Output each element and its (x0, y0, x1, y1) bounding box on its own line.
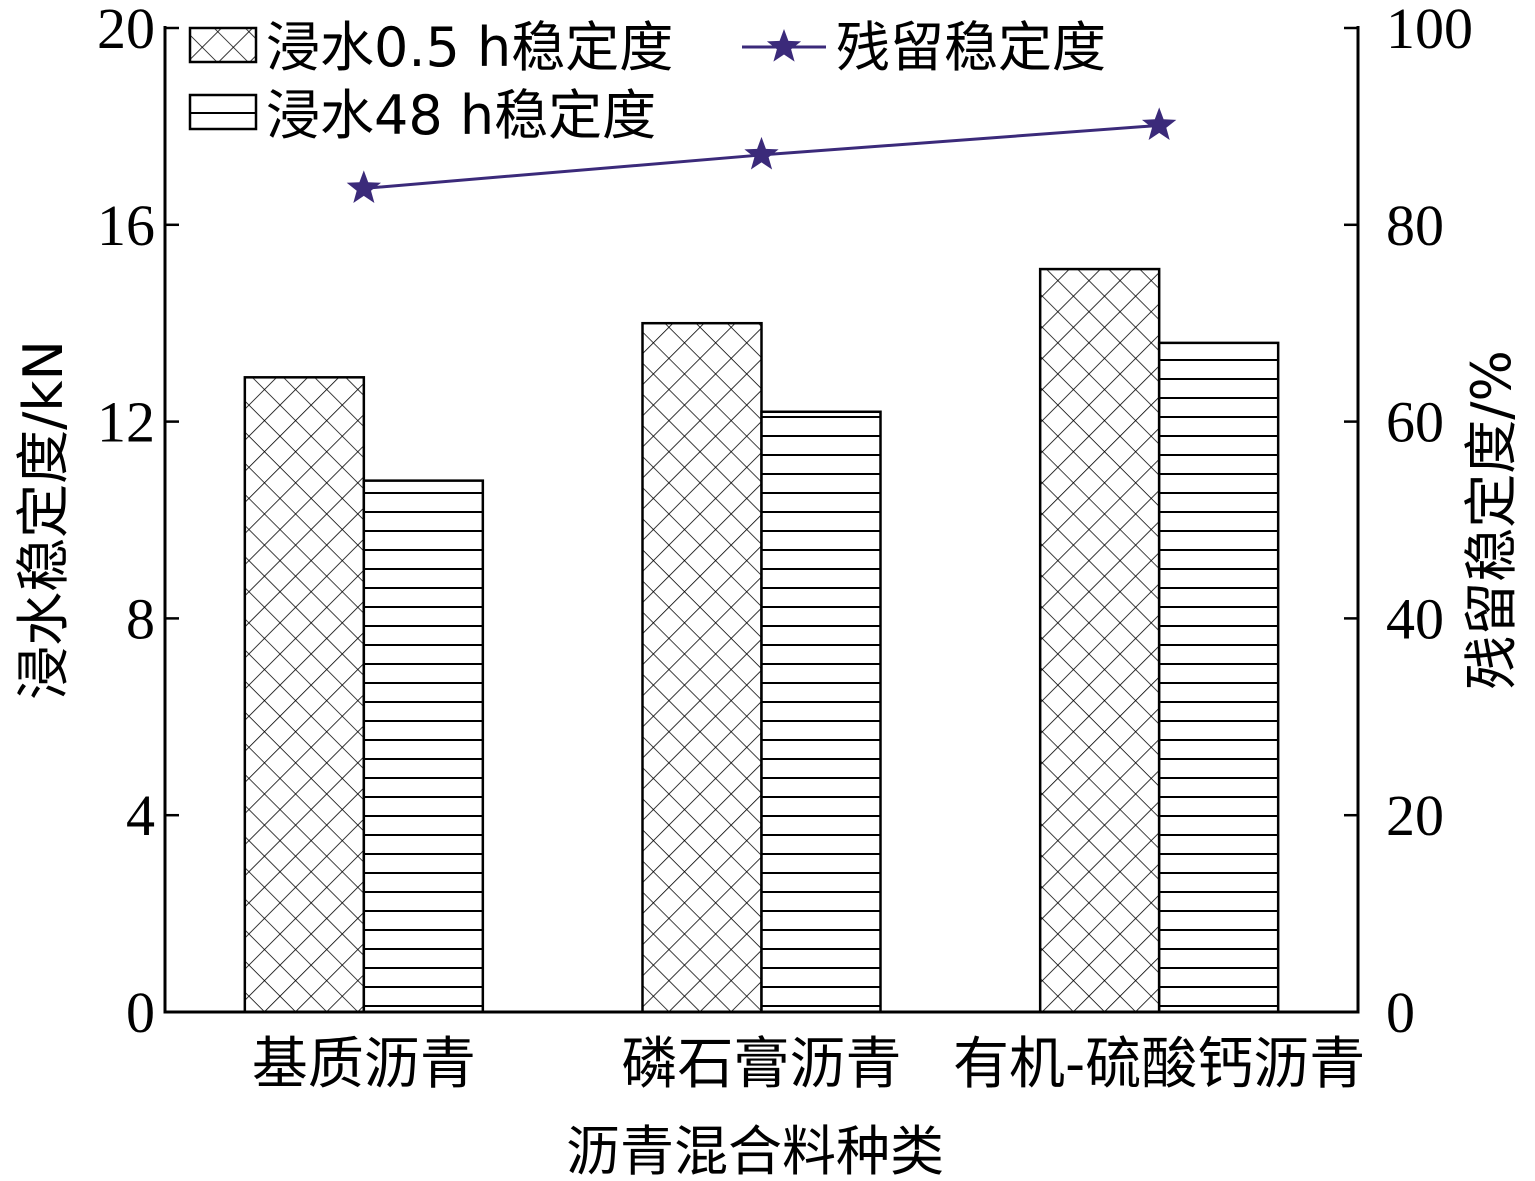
residual-star-marker-3 (1142, 107, 1177, 140)
y-tick-label: 0 (126, 980, 155, 1045)
legend-label-soak-0-5h: 浸水0.5 h稳定度 (266, 16, 673, 79)
x-tick-label: 有机-硫酸钙沥青 (953, 1032, 1365, 1097)
y-axis-title: 浸水稳定度/kN (12, 340, 75, 700)
y2-tick-label: 40 (1386, 586, 1444, 651)
y-tick-label: 8 (126, 586, 155, 651)
y2-tick-label: 100 (1386, 0, 1473, 61)
legend-swatch-soak-0-5h (188, 26, 258, 64)
line-layer (346, 107, 1177, 203)
residual-star-marker-1 (346, 170, 381, 203)
x-tick-label: 基质沥青 (252, 1032, 476, 1097)
bar-soak-48h-2 (760, 410, 882, 1014)
bar-soak-0-5h-1 (243, 376, 366, 1014)
y-tick-label: 20 (97, 0, 155, 61)
legend-label-residual: 残留稳定度 (836, 16, 1106, 79)
legend: 浸水0.5 h稳定度 浸水48 h稳定度 残留稳定度 (188, 16, 1106, 147)
x-axis-title: 沥青混合料种类 (566, 1120, 944, 1181)
y2-tick-label: 60 (1386, 390, 1444, 455)
residual-star-marker-2 (744, 136, 779, 170)
axes-layer: 基质沥青 磷石膏沥青 有机-硫酸钙沥青 0 4 8 12 16 20 0 20 40 60 80 100 (97, 0, 1473, 1097)
legend-swatch-soak-48h (188, 93, 258, 131)
legend-label-soak-48h: 浸水48 h稳定度 (266, 84, 656, 147)
bar-soak-48h-1 (362, 479, 485, 1014)
y-tick-label: 12 (97, 390, 155, 455)
y2-axis-title: 残留稳定度/% (1460, 350, 1523, 690)
y-tick-label: 16 (97, 193, 155, 258)
bar-soak-48h-3 (1157, 341, 1280, 1014)
legend-star-icon (766, 29, 802, 62)
x-tick-label: 磷石膏沥青 (622, 1032, 902, 1097)
bars-layer (243, 267, 1280, 1014)
y2-tick-label: 80 (1386, 193, 1444, 258)
y2-tick-label: 20 (1386, 783, 1444, 848)
y2-tick-label: 0 (1386, 980, 1415, 1045)
bar-soak-0-5h-2 (641, 321, 763, 1014)
bar-soak-0-5h-3 (1038, 267, 1161, 1014)
y-tick-label: 4 (126, 783, 155, 848)
